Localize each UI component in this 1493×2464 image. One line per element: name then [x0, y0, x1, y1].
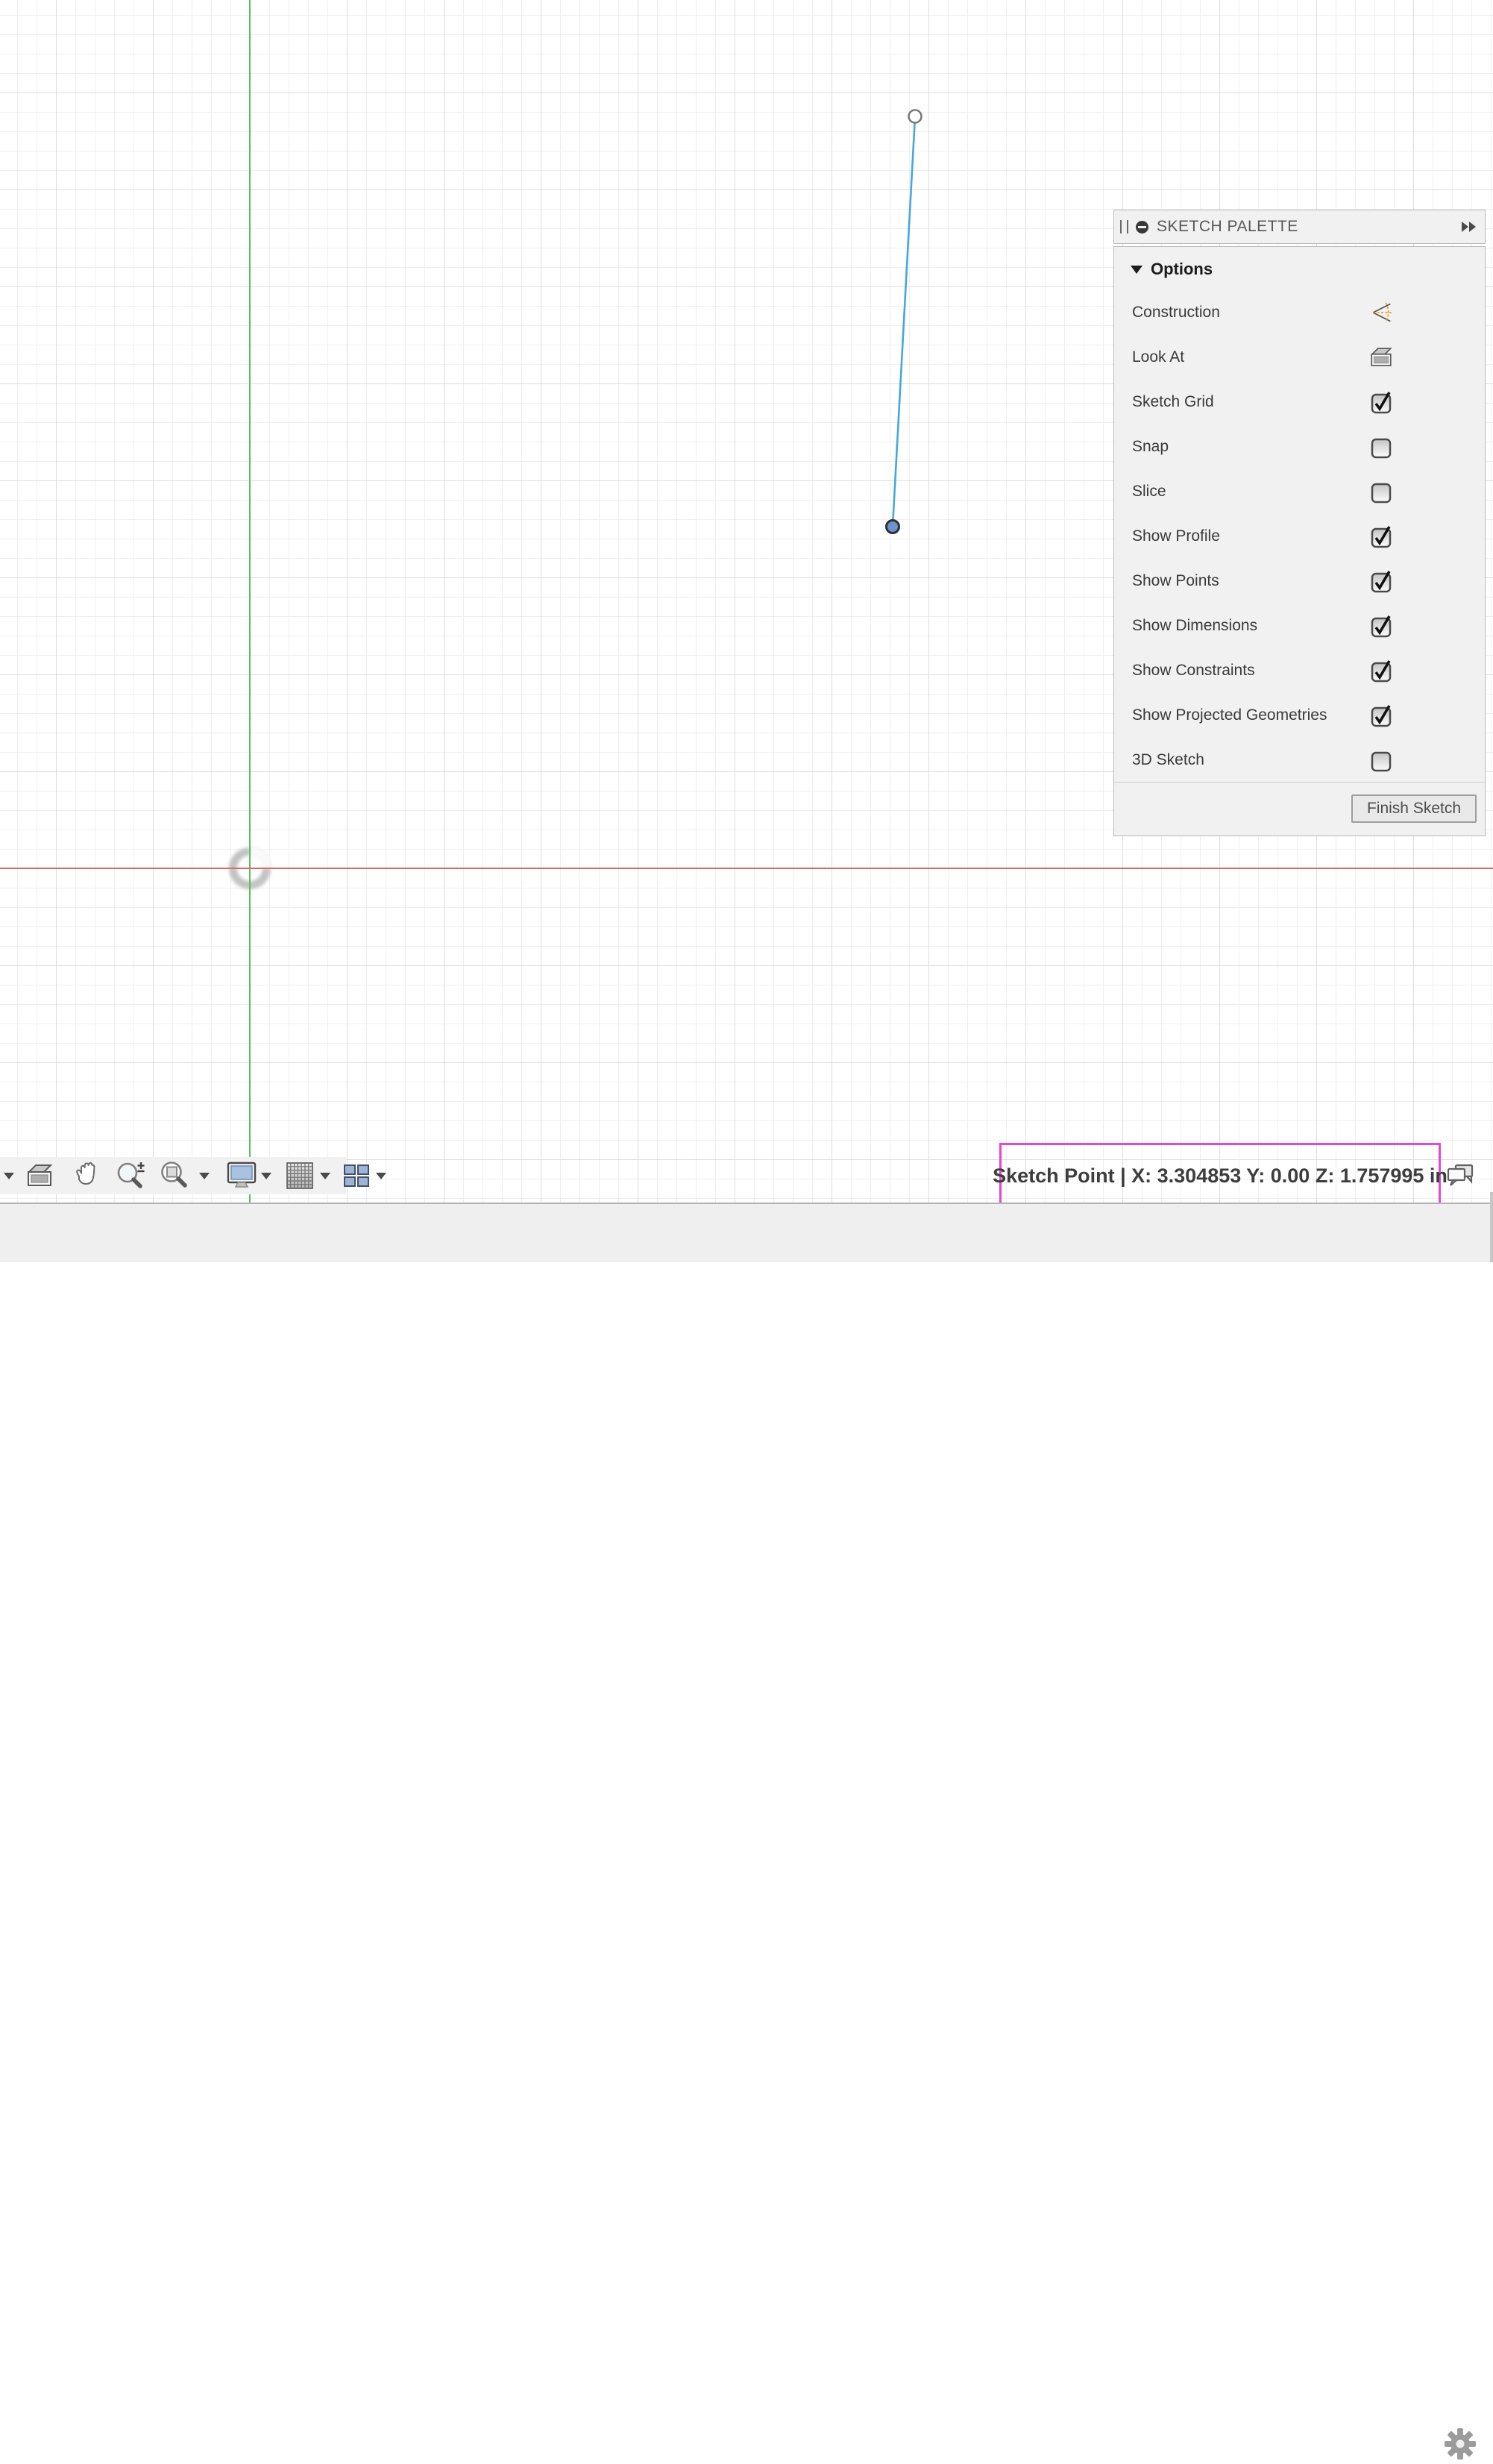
sketch-geometry — [0, 0, 1493, 1203]
sketch-line[interactable] — [891, 116, 917, 527]
row-label: Show Dimensions — [1132, 617, 1258, 634]
palette-row-construction: Construction — [1114, 290, 1485, 335]
row-label: Show Profile — [1132, 527, 1220, 545]
sketch-palette-body: Options Construction Look At — [1113, 246, 1486, 836]
grid-settings-icon[interactable] — [286, 1162, 314, 1190]
row-label: Sketch Grid — [1132, 393, 1214, 410]
row-label: Show Points — [1132, 572, 1219, 589]
row-label: Look At — [1132, 348, 1185, 366]
comment-icon[interactable] — [1445, 1162, 1475, 1194]
palette-row-show-constraints: Show Constraints — [1114, 648, 1485, 693]
show-dimensions-checkbox[interactable] — [1368, 614, 1394, 638]
gear-icon[interactable] — [1444, 2427, 1477, 2464]
show-points-checkbox[interactable] — [1368, 569, 1394, 593]
sketch-palette-header[interactable]: SKETCH PALETTE — [1113, 210, 1486, 244]
finish-sketch-button[interactable]: Finish Sketch — [1351, 794, 1477, 823]
row-label: Show Constraints — [1132, 662, 1255, 679]
sketch-palette: SKETCH PALETTE Options Construction — [1113, 210, 1486, 836]
row-label: Slice — [1132, 483, 1166, 500]
drag-grip-icon[interactable] — [1120, 220, 1128, 233]
zoom-window-caret[interactable] — [199, 1172, 210, 1179]
palette-row-sketch-grid: Sketch Grid — [1114, 380, 1485, 424]
construction-icon[interactable] — [1368, 298, 1394, 327]
row-label: Show Projected Geometries — [1132, 706, 1327, 724]
toolbar-overflow-caret[interactable] — [4, 1172, 14, 1179]
palette-row-slice: Slice — [1114, 469, 1485, 514]
row-label: 3D Sketch — [1132, 751, 1204, 768]
sketch-endpoint-open[interactable] — [908, 109, 922, 124]
slice-checkbox[interactable] — [1368, 480, 1394, 504]
palette-row-show-points: Show Points — [1114, 559, 1485, 604]
pan-icon[interactable] — [70, 1160, 101, 1191]
sketch-grid-checkbox[interactable] — [1368, 390, 1394, 414]
selection-status-text: Sketch Point | X: 3.304853 Y: 0.00 Z: 1.… — [993, 1164, 1448, 1187]
palette-row-show-projected-geometries: Show Projected Geometries — [1114, 693, 1485, 738]
selection-status-box: Sketch Point | X: 3.304853 Y: 0.00 Z: 1.… — [993, 1143, 1448, 1209]
statusbar-divider — [0, 1203, 1493, 1204]
collapse-palette-icon[interactable] — [1461, 222, 1476, 232]
options-section-label: Options — [1151, 260, 1213, 278]
palette-footer: Finish Sketch — [1114, 782, 1485, 836]
section-expand-icon[interactable] — [1131, 265, 1142, 274]
palette-row-snap: Snap — [1114, 424, 1485, 469]
look-at-icon[interactable] — [25, 1162, 54, 1189]
snap-checkbox[interactable] — [1368, 435, 1394, 459]
navigation-toolbar — [0, 1157, 386, 1194]
display-settings-icon[interactable] — [227, 1162, 257, 1190]
3d-sketch-checkbox[interactable] — [1368, 748, 1394, 772]
palette-row-look-at: Look At — [1114, 335, 1485, 380]
palette-row-show-dimensions: Show Dimensions — [1114, 604, 1485, 648]
options-rows: Construction Look At — [1114, 290, 1485, 783]
zoom-window-icon[interactable] — [160, 1161, 190, 1191]
grid-settings-caret[interactable] — [320, 1172, 330, 1179]
window-edge — [1490, 1192, 1493, 1262]
show-projected-geometries-checkbox[interactable] — [1368, 703, 1394, 727]
palette-title: SKETCH PALETTE — [1157, 218, 1298, 235]
sketch-endpoint-selected[interactable] — [885, 519, 900, 534]
row-label: Snap — [1132, 438, 1169, 455]
palette-badge-icon — [1136, 220, 1148, 233]
origin-marker[interactable] — [229, 846, 272, 890]
palette-row-3d-sketch: 3D Sketch — [1114, 738, 1485, 783]
zoom-icon[interactable] — [116, 1161, 147, 1191]
palette-row-show-profile: Show Profile — [1114, 514, 1485, 559]
app-status-bar — [0, 1204, 1493, 2460]
look-at-icon[interactable] — [1368, 345, 1394, 370]
display-settings-caret[interactable] — [261, 1172, 271, 1179]
options-section-header[interactable]: Options — [1131, 257, 1485, 281]
row-label: Construction — [1132, 304, 1220, 321]
show-profile-checkbox[interactable] — [1368, 524, 1394, 548]
viewports-icon[interactable] — [343, 1163, 370, 1188]
viewports-caret[interactable] — [376, 1172, 386, 1179]
show-constraints-checkbox[interactable] — [1368, 659, 1394, 683]
